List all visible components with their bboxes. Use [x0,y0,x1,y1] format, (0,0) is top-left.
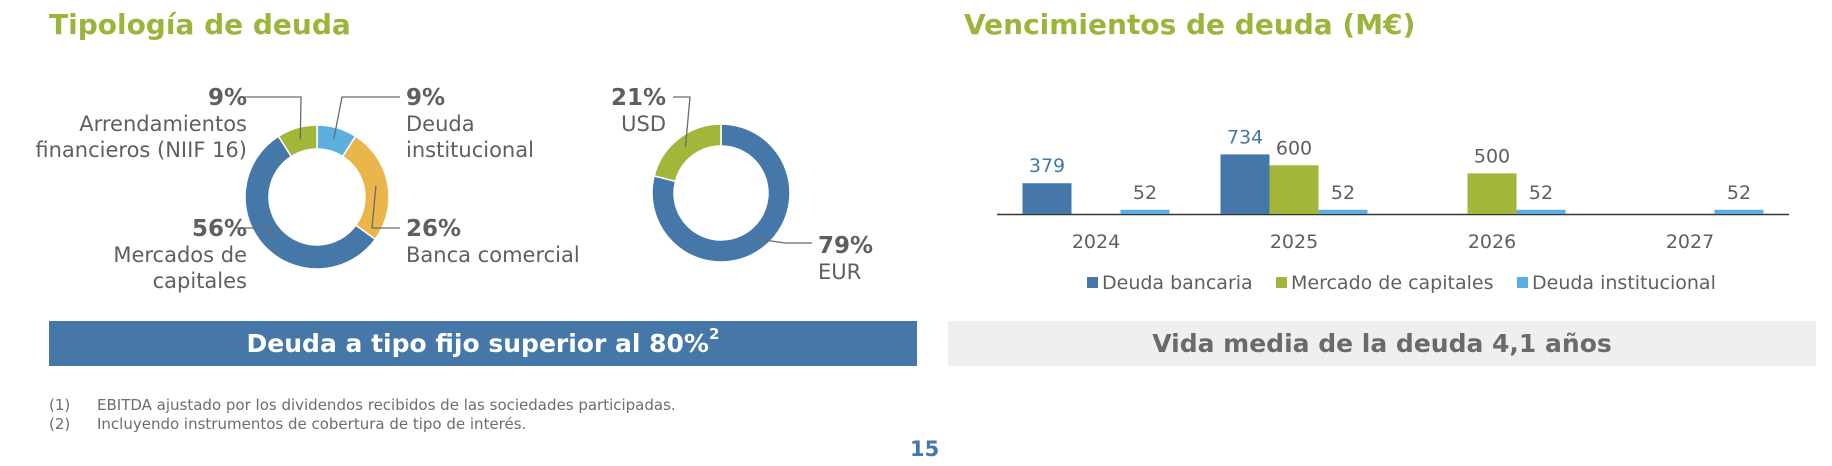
currency-donut-slice-label: USD [621,112,666,136]
footnote-text: Incluyendo instrumentos de cobertura de … [97,415,527,433]
maturities-bar [1714,209,1764,214]
legend-label: Mercado de capitales [1291,272,1493,294]
maturities-x-tick-label: 2025 [1270,231,1318,253]
footnote-text: EBITDA ajustado por los dividendos recib… [97,396,676,414]
maturities-bar [1220,154,1270,214]
typology-donut-slice [341,135,390,241]
typology-donut-slice [277,124,318,158]
legend-label: Deuda institucional [1532,272,1716,294]
typology-donut-slice-label: institucional [406,138,534,162]
maturities-bar [1022,183,1072,214]
currency-donut-pct-label: 21% [611,85,666,111]
typology-donut-leader-line [244,96,302,140]
maturities-value-label: 52 [1133,182,1157,204]
maturities-value-label: 52 [1529,182,1553,204]
fixed-rate-footnote-ref: 2 [709,324,720,343]
typology-donut-pct-label: 56% [192,216,247,242]
maturities-value-label: 52 [1727,182,1751,204]
maturities-value-label: 52 [1331,182,1355,204]
typology-donut-leader-line [371,185,400,229]
typology-donut-pct-label: 26% [406,216,461,242]
maturities-bar [1516,209,1566,214]
maturities-x-tick-label: 2024 [1072,231,1120,253]
maturities-bar [1269,165,1319,214]
fixed-rate-text: Deuda a tipo fijo superior al 80% [246,329,709,358]
typology-donut-pct-label: 9% [406,85,445,111]
currency-donut-slice [651,123,791,263]
footnote-number: (1) [49,396,71,414]
average-life-text: Vida media de la deuda 4,1 años [1152,329,1612,358]
maturities-x-tick-label: 2027 [1666,231,1714,253]
left-title: Tipología de deuda [49,8,351,41]
typology-donut-slice-label: capitales [153,269,247,293]
maturities-value-label: 500 [1474,145,1510,167]
currency-donut-slice-label: EUR [818,260,861,284]
page-number: 15 [910,437,940,461]
currency-donut-pct-label: 79% [818,233,873,259]
maturities-value-label: 379 [1029,155,1065,177]
legend-swatch [1517,277,1528,288]
legend-label: Deuda bancaria [1102,272,1253,294]
typology-donut-leader-line [236,227,274,239]
currency-donut-slice [653,123,722,183]
footnote-1: (1) EBITDA ajustado por los dividendos r… [49,396,676,414]
typology-donut-slice-label: Banca comercial [406,243,580,267]
legend-swatch [1087,277,1098,288]
currency-donut-leader-line [756,238,812,244]
typology-donut-pct-label: 9% [208,85,247,111]
typology-donut-leader-line [333,96,400,140]
average-life-banner: Vida media de la deuda 4,1 años [948,321,1816,366]
fixed-rate-banner: Deuda a tipo fijo superior al 80% 2 [49,321,917,366]
legend-swatch [1276,277,1287,288]
typology-donut-slice [244,135,377,270]
right-title: Vencimientos de deuda (M€) [964,8,1416,41]
maturities-value-label: 734 [1227,126,1263,148]
maturities-x-tick-label: 2026 [1468,231,1516,253]
maturities-bar [1467,173,1517,214]
currency-donut-leader-line [673,96,691,148]
typology-donut-slice-label: financieros (NIIF 16) [35,138,247,162]
maturities-value-label: 600 [1276,137,1312,159]
footnote-2: (2) Incluyendo instrumentos de cobertura… [49,415,526,433]
maturities-bar [1120,209,1170,214]
maturities-bar [1318,209,1368,214]
typology-donut-slice-label: Deuda [406,112,475,136]
typology-donut-slice-label: Mercados de [113,243,247,267]
typology-donut-slice-label: Arrendamientos [79,112,247,136]
footnote-number: (2) [49,415,71,433]
